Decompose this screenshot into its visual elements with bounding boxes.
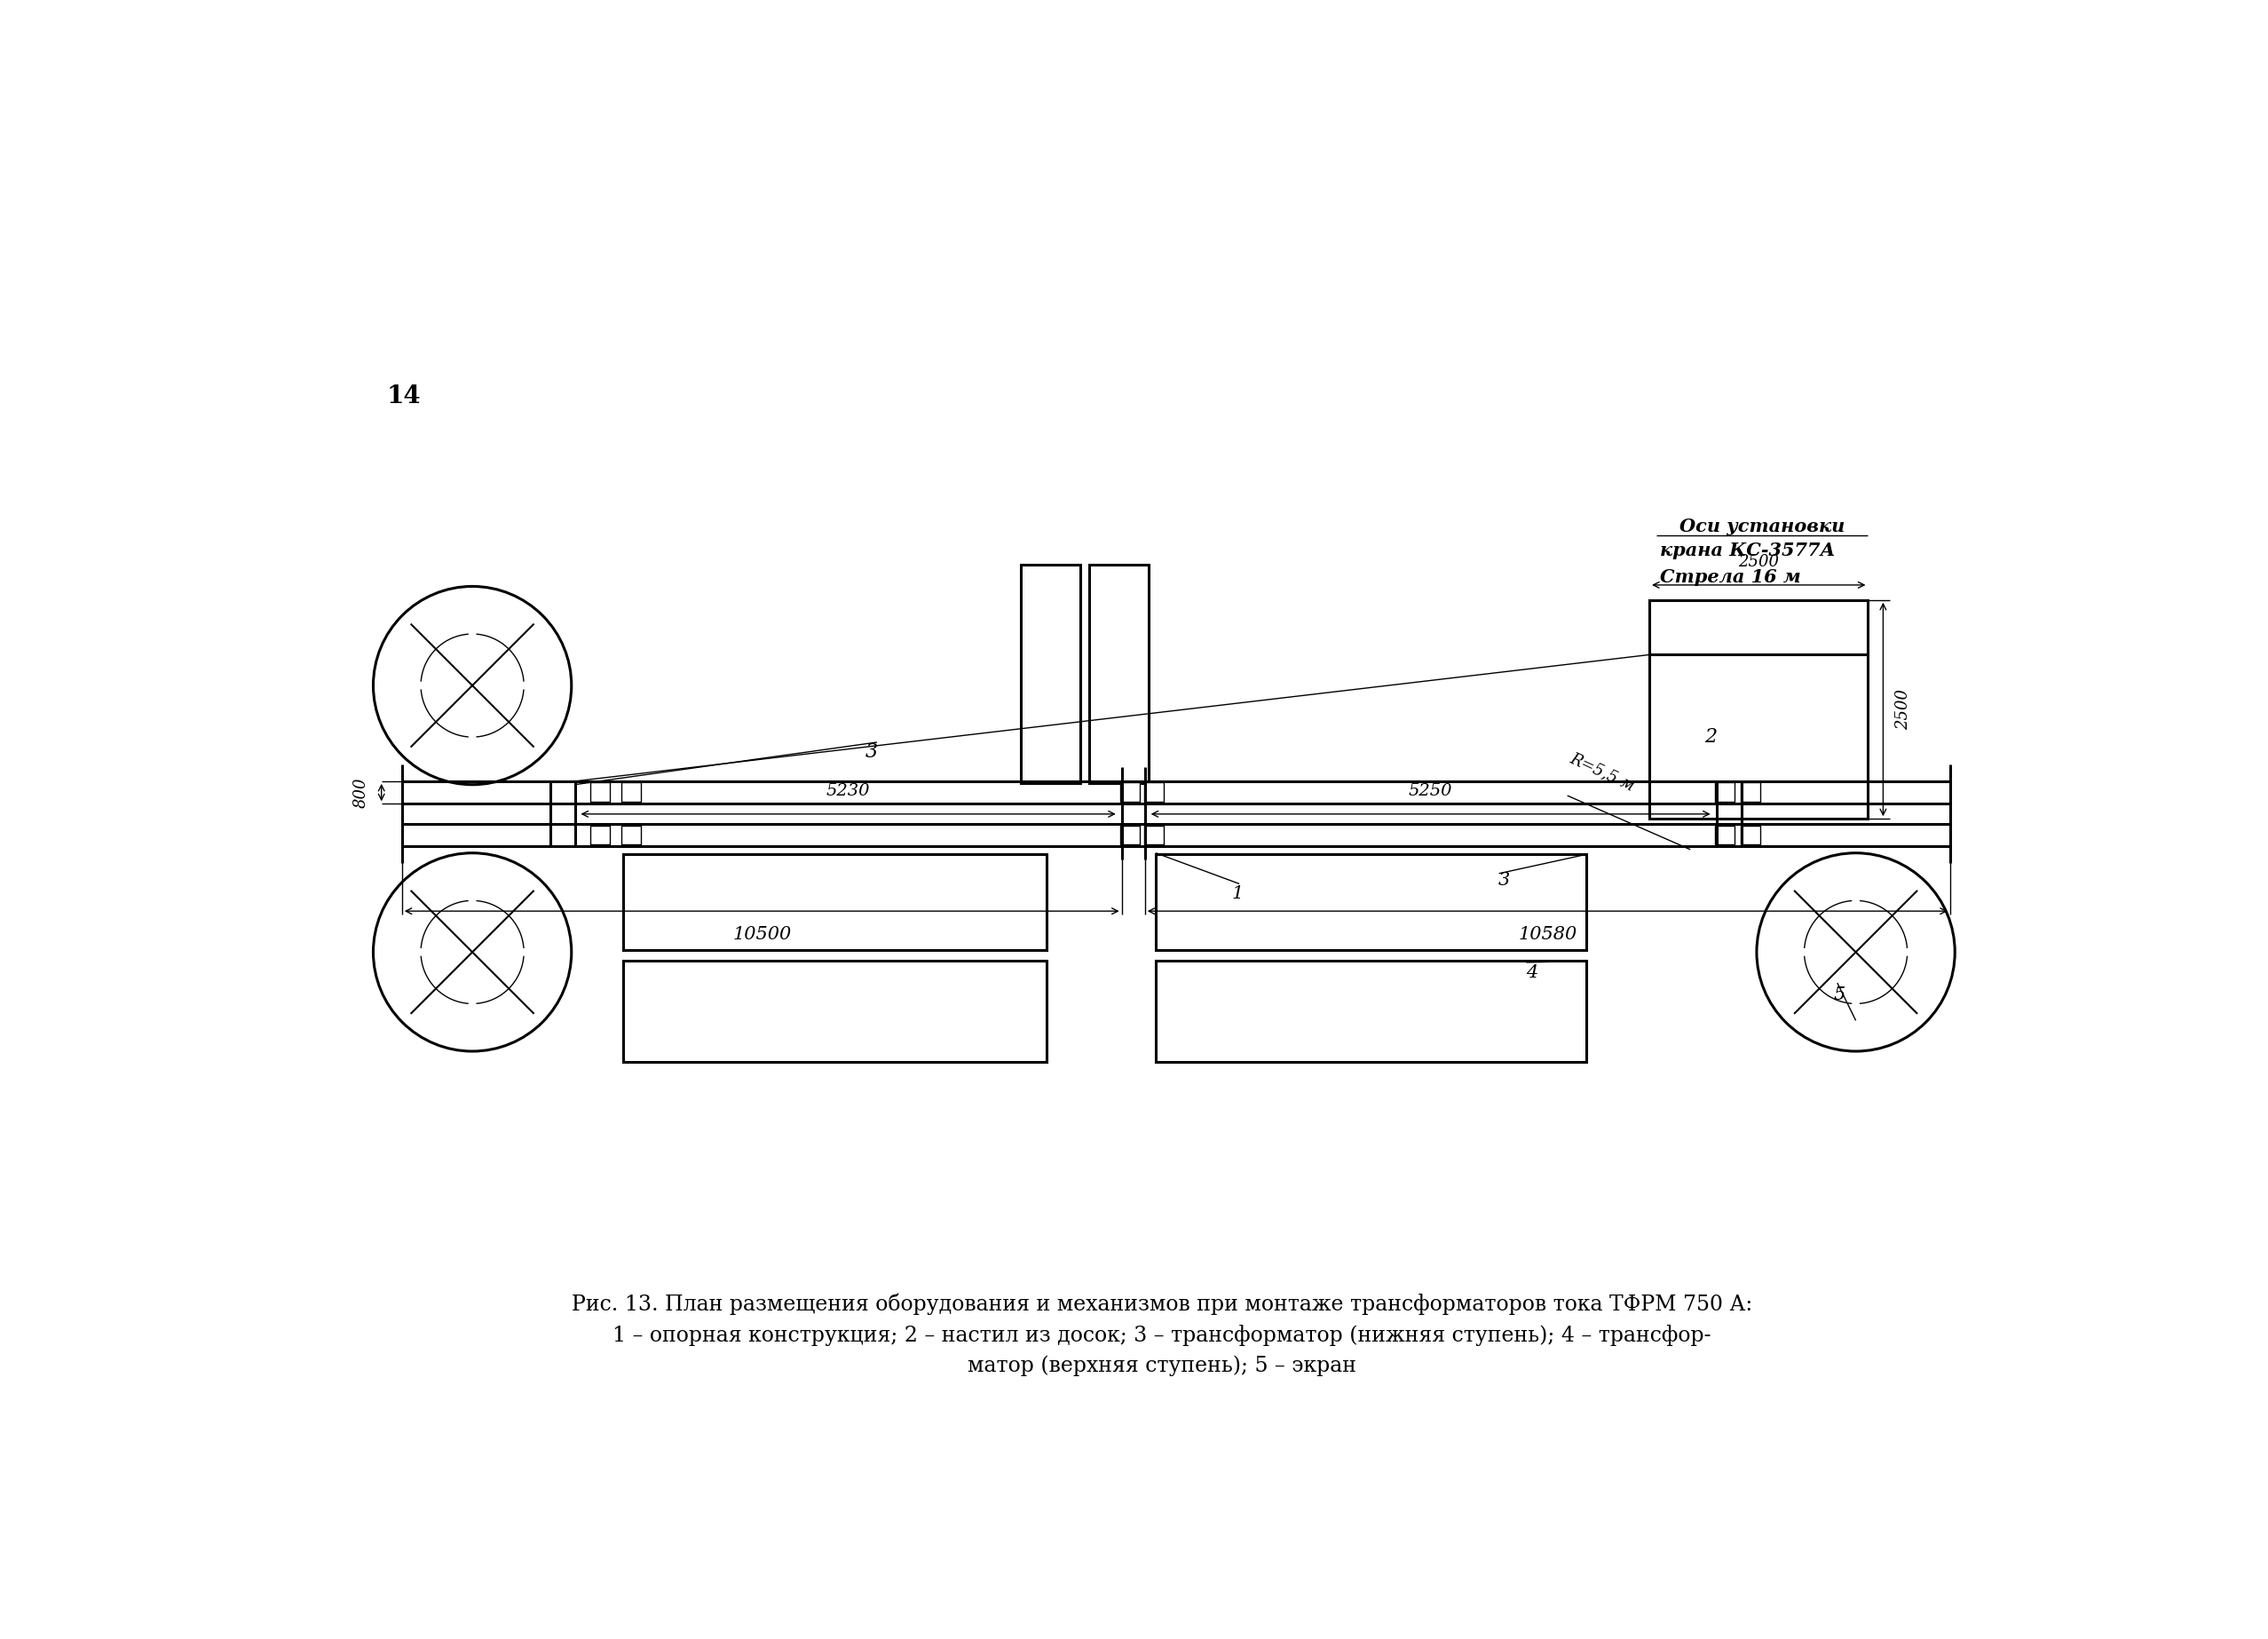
Text: крана КС-3577А: крана КС-3577А xyxy=(1660,541,1835,559)
Text: 5250: 5250 xyxy=(1408,783,1452,798)
Bar xyxy=(1157,854,1588,951)
Text: 4: 4 xyxy=(1526,964,1538,982)
Text: 2500: 2500 xyxy=(1737,554,1778,570)
Bar xyxy=(621,826,640,844)
Bar xyxy=(1157,960,1588,1062)
Bar xyxy=(1021,564,1080,783)
Text: 2: 2 xyxy=(1706,728,1717,746)
Text: 800: 800 xyxy=(354,777,370,808)
Bar xyxy=(1120,826,1139,844)
Text: 3: 3 xyxy=(1499,872,1510,888)
Bar xyxy=(1715,782,1735,801)
Bar xyxy=(624,960,1046,1062)
Text: 1 – опорная конструкция; 2 – настил из досок; 3 – трансформатор (нижняя ступень): 1 – опорная конструкция; 2 – настил из д… xyxy=(612,1324,1712,1346)
Text: 2500: 2500 xyxy=(1896,688,1912,729)
Bar xyxy=(1145,826,1163,844)
Bar xyxy=(621,782,640,801)
Text: 3: 3 xyxy=(866,742,878,762)
Bar xyxy=(1145,782,1163,801)
Text: Оси установки: Оси установки xyxy=(1681,518,1844,534)
Text: Рис. 13. План размещения оборудования и механизмов при монтаже трансформаторов т: Рис. 13. План размещения оборудования и … xyxy=(572,1293,1753,1314)
Text: 14: 14 xyxy=(388,384,422,408)
Bar xyxy=(1120,782,1139,801)
Bar xyxy=(1742,782,1760,801)
Bar xyxy=(1742,826,1760,844)
Bar xyxy=(1649,600,1869,654)
Text: 10500: 10500 xyxy=(733,926,792,942)
Bar xyxy=(590,782,610,801)
Text: Стрела 16 м: Стрела 16 м xyxy=(1660,569,1801,587)
Bar xyxy=(590,826,610,844)
Bar xyxy=(624,854,1046,951)
Text: 1: 1 xyxy=(1232,885,1243,903)
Text: матор (верхняя ступень); 5 – экран: матор (верхняя ступень); 5 – экран xyxy=(968,1355,1356,1377)
Text: 5230: 5230 xyxy=(826,783,871,798)
Bar xyxy=(1649,654,1869,820)
Text: R=5,5 м: R=5,5 м xyxy=(1567,749,1637,793)
Bar xyxy=(1715,826,1735,844)
Bar xyxy=(1089,564,1150,783)
Text: 5: 5 xyxy=(1833,987,1846,1003)
Text: 10580: 10580 xyxy=(1517,926,1576,942)
